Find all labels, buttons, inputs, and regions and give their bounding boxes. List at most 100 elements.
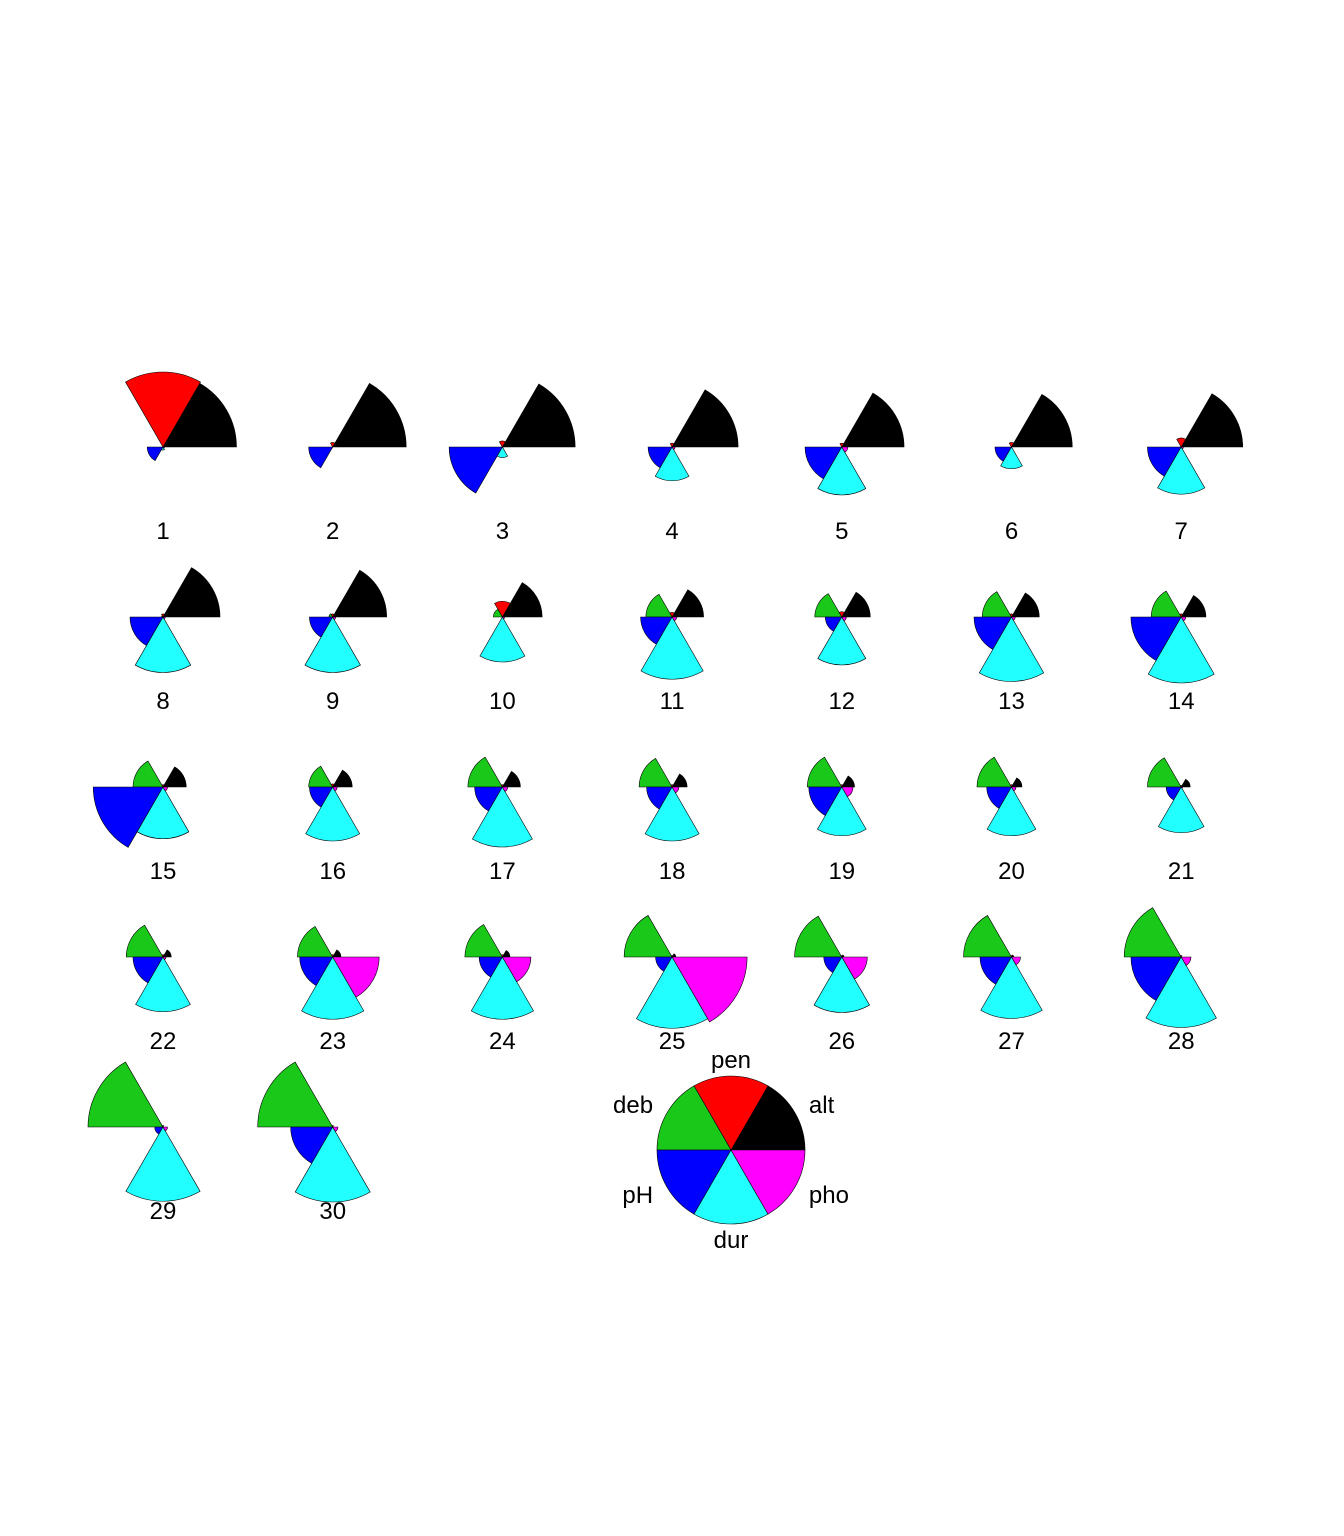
- segment-deb: [976, 756, 1013, 788]
- segment-pho: [1180, 616, 1187, 622]
- segment-dur: [136, 786, 190, 840]
- legend-key: alt pen deb pH dur pho: [613, 1047, 849, 1254]
- segment-pen: [125, 371, 201, 448]
- segment-deb: [464, 924, 503, 958]
- segment-deb: [638, 758, 673, 788]
- segment-dur: [294, 1126, 371, 1203]
- segment-pho: [671, 786, 680, 794]
- star-11: 11: [640, 589, 704, 715]
- segment-pho: [1010, 616, 1016, 621]
- segment-alt: [162, 766, 187, 788]
- star-17: 17: [467, 756, 533, 885]
- segment-pho: [501, 956, 532, 983]
- segment-alt: [841, 775, 855, 788]
- segment-pho: [162, 786, 168, 792]
- segment-dur: [470, 956, 534, 1020]
- star-label: 4: [665, 518, 678, 545]
- star-label: 7: [1175, 518, 1188, 545]
- key-segment-pH: [656, 1149, 732, 1215]
- segment-deb: [257, 1061, 334, 1128]
- segment-alt: [1010, 592, 1040, 618]
- star-label: 15: [150, 858, 177, 885]
- star-label: 2: [326, 518, 339, 545]
- segment-alt: [1180, 778, 1191, 788]
- segment-alt: [501, 383, 576, 448]
- segment-alt: [332, 569, 388, 618]
- segment-deb: [645, 593, 673, 618]
- segment-pho: [671, 956, 748, 1023]
- segment-pho: [1010, 786, 1017, 792]
- segment-dur: [471, 786, 533, 848]
- segment-alt: [671, 773, 688, 788]
- segment-dur: [301, 956, 365, 1020]
- star-3: 3: [448, 383, 576, 545]
- segment-dur: [644, 786, 700, 842]
- segment-pH: [290, 1126, 334, 1164]
- segment-pho: [332, 1126, 339, 1132]
- segment-alt: [1010, 393, 1073, 448]
- segment-deb: [1150, 590, 1182, 618]
- segment-pH: [308, 446, 334, 469]
- star-5: 5: [804, 392, 905, 545]
- segment-deb: [125, 924, 164, 958]
- star-22: 22: [125, 924, 191, 1055]
- segment-dur: [1157, 786, 1205, 833]
- segment-pho: [162, 616, 166, 620]
- segment-pho: [1180, 956, 1192, 966]
- segment-pH: [448, 446, 503, 494]
- star-30: 30: [257, 1061, 371, 1225]
- star-1: 1: [125, 371, 237, 545]
- star-label: 1: [156, 518, 169, 545]
- segment-alt: [332, 949, 342, 958]
- segment-alt: [1180, 393, 1244, 448]
- star-4: 4: [647, 389, 739, 545]
- star-6: 6: [994, 393, 1073, 545]
- star-label: 13: [998, 688, 1025, 715]
- segment-deb: [794, 915, 843, 958]
- star-21: 21: [1147, 757, 1205, 885]
- segment-deb: [623, 915, 673, 958]
- segment-pho: [1180, 446, 1184, 450]
- segment-dur: [496, 446, 509, 458]
- segment-alt: [1180, 595, 1207, 618]
- segment-pen: [494, 601, 511, 618]
- segment-pH: [92, 786, 164, 848]
- segment-deb: [308, 765, 334, 788]
- key-label-pen: pen: [711, 1047, 751, 1074]
- segment-pH: [1130, 616, 1182, 661]
- segment-alt: [671, 389, 739, 448]
- segment-pho: [841, 956, 868, 980]
- segment-alt: [162, 949, 172, 958]
- star-label: 10: [489, 688, 516, 715]
- star-7: 7: [1147, 393, 1244, 545]
- star-19: 19: [806, 756, 867, 885]
- star-label: 21: [1168, 858, 1195, 885]
- segment-dur: [125, 1126, 201, 1202]
- star-label: 9: [326, 688, 339, 715]
- star-8: 8: [129, 567, 221, 715]
- segment-pho: [1180, 786, 1184, 789]
- key-label-alt: alt: [809, 1092, 835, 1119]
- star-23: 23: [297, 926, 380, 1055]
- star-29: 29: [87, 1061, 201, 1225]
- segment-dur: [817, 786, 867, 836]
- star-15: 15: [92, 760, 190, 885]
- key-label-dur: dur: [714, 1227, 749, 1254]
- segment-pho: [332, 616, 337, 621]
- segment-dur: [636, 956, 709, 1029]
- star-label: 5: [835, 518, 848, 545]
- segment-deb: [814, 593, 843, 618]
- key-segment-deb: [656, 1085, 732, 1151]
- star-26: 26: [794, 915, 870, 1055]
- segment-pH: [1130, 956, 1182, 1001]
- segment-dur: [161, 446, 165, 451]
- segment-dur: [980, 956, 1043, 1019]
- star-28: 28: [1123, 907, 1217, 1055]
- segment-dur: [305, 786, 361, 842]
- segment-alt: [332, 382, 407, 448]
- star-label: 20: [998, 858, 1025, 885]
- segment-dur: [817, 446, 867, 496]
- segment-pen: [669, 442, 675, 448]
